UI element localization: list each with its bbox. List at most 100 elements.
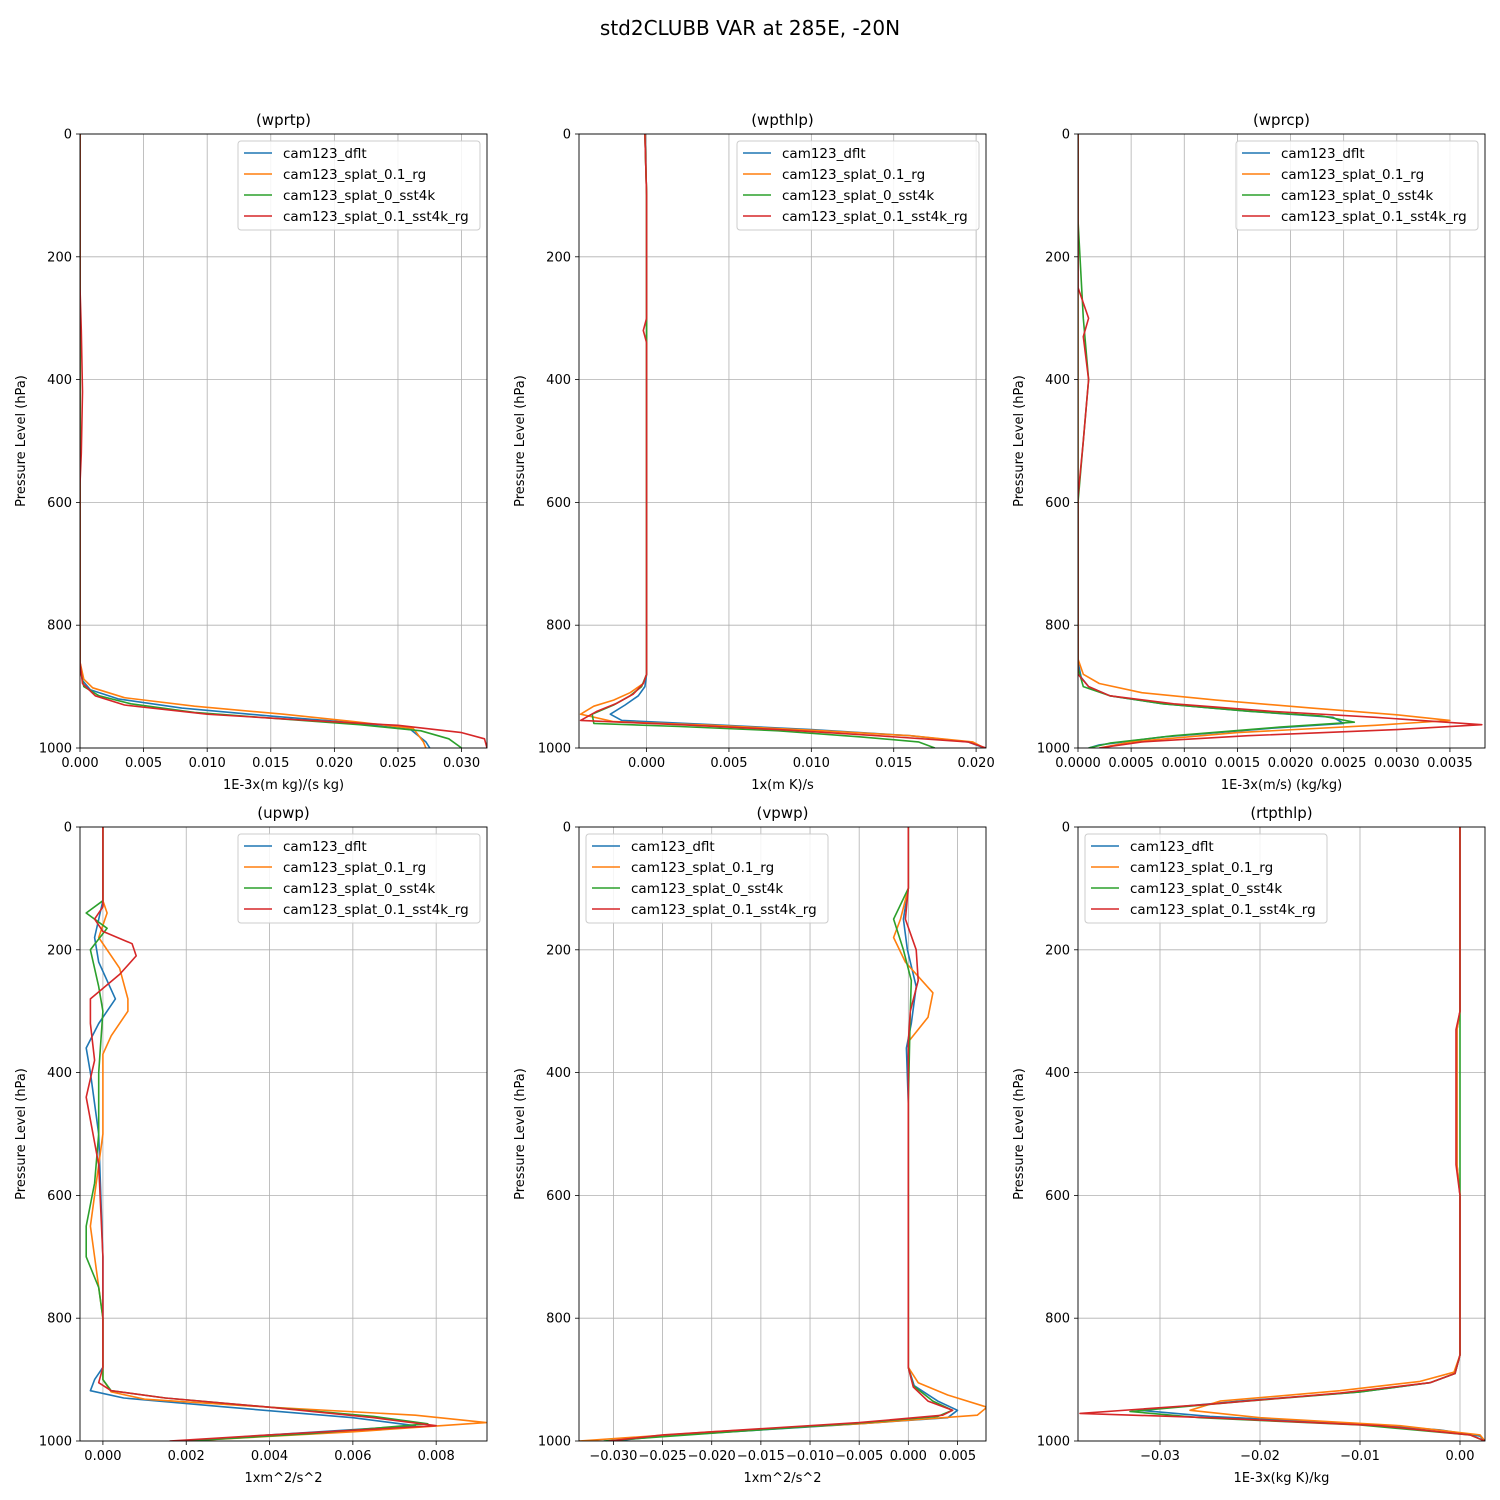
legend-entry: cam123_splat_0.1_rg [782, 167, 925, 183]
subplot-title: (rtpthlp) [1250, 804, 1312, 822]
legend-box [585, 833, 829, 924]
y-tick-label: 600 [546, 1189, 571, 1204]
y-tick-label: 200 [1045, 250, 1070, 265]
x-tick-label: 0.015 [875, 756, 912, 771]
plot-frame [578, 133, 987, 749]
x-tick-label: 0.030 [443, 756, 480, 771]
y-tick-label: 600 [47, 496, 72, 511]
x-tick-label: 0.025 [379, 756, 416, 771]
legend-entry: cam123_dflt [631, 839, 715, 855]
x-tick-label: 0.000 [890, 1449, 927, 1464]
x-tick-label: 0.002 [168, 1449, 205, 1464]
x-tick-label: 0.0015 [1215, 756, 1261, 771]
x-axis-label: 1E-3x(m kg)/(s kg) [223, 778, 344, 793]
legend: cam123_dflt cam123_splat_0.1_rg cam123_spl… [585, 833, 829, 924]
x-tick-label: 0.0005 [1108, 756, 1154, 771]
y-axis-label: Pressure Level (hPa) [1012, 1068, 1027, 1200]
series-line-cam123_splat_0.1_rg [1189, 827, 1485, 1441]
x-tick-label: −0.005 [835, 1449, 883, 1464]
x-tick-label: −0.020 [688, 1449, 736, 1464]
x-tick-label: 0.008 [418, 1449, 455, 1464]
y-tick-label: 200 [546, 943, 571, 958]
legend-entry: cam123_dflt [283, 839, 367, 855]
y-tick-label: 0 [563, 128, 571, 143]
figure-title: std2CLUBB VAR at 285E, -20N [599, 16, 901, 40]
subplot-title: (vpwp) [757, 804, 809, 822]
series-line-cam123_splat_0.1_sst4k_rg [608, 827, 954, 1441]
subplot-title: (wprcp) [1253, 111, 1310, 129]
legend-entry: cam123_splat_0_sst4k [1281, 188, 1433, 204]
x-tick-label: −0.025 [639, 1449, 687, 1464]
series-line-cam123_splat_0.1_sst4k_rg [80, 134, 487, 748]
x-tick-label: −0.03 [1140, 1449, 1180, 1464]
y-tick-label: 800 [1045, 1312, 1070, 1327]
x-tick-label: −0.015 [737, 1449, 785, 1464]
y-tick-label: 1000 [39, 742, 72, 757]
y-tick-label: 0 [64, 128, 72, 143]
x-tick-label: 0.0000 [1055, 756, 1101, 771]
y-tick-label: 600 [1045, 1189, 1070, 1204]
x-tick-label: 0.0030 [1374, 756, 1420, 771]
x-tick-label: 0.020 [316, 756, 353, 771]
legend: cam123_dflt cam123_splat_0.1_rg cam123_spl… [736, 140, 980, 231]
y-tick-label: 0 [64, 821, 72, 836]
series-line-cam123_splat_0.1_sst4k_rg [85, 827, 437, 1441]
legend-entry: cam123_splat_0_sst4k [631, 881, 783, 897]
y-tick-label: 400 [1045, 373, 1070, 388]
series-line-cam123_splat_0.1_sst4k_rg [1078, 134, 1483, 748]
subplot-wprtp: 0.000 0.005 0.010 0.015 0.020 0.025 0.030 0 200 4… [14, 111, 488, 793]
x-tick-label: −0.02 [1240, 1449, 1280, 1464]
x-tick-label: 0.000 [84, 1449, 121, 1464]
x-tick-label: 0.000 [61, 756, 98, 771]
y-tick-label: 800 [47, 1312, 72, 1327]
x-tick-label: 0.0010 [1162, 756, 1208, 771]
x-tick-label: 0.010 [793, 756, 830, 771]
legend-entry: cam123_splat_0.1_sst4k_rg [1130, 902, 1316, 918]
y-tick-label: 1000 [1037, 1435, 1070, 1450]
legend: cam123_dflt cam123_splat_0.1_rg cam123_spl… [237, 833, 481, 924]
y-axis-label: Pressure Level (hPa) [14, 1068, 29, 1200]
series-line-cam123_splat_0_sst4k [80, 134, 463, 748]
y-tick-label: 0 [1062, 821, 1070, 836]
legend-box [1084, 833, 1328, 924]
legend: cam123_dflt cam123_splat_0.1_rg cam123_spl… [237, 140, 481, 231]
legend-entry: cam123_splat_0_sst4k [283, 188, 435, 204]
x-axis-label: 1xm^2/s^2 [244, 1471, 322, 1486]
y-axis-label: Pressure Level (hPa) [513, 1068, 528, 1200]
plot-frame [1077, 133, 1486, 749]
y-tick-label: 400 [47, 1066, 72, 1081]
y-axis-label: Pressure Level (hPa) [14, 375, 29, 507]
x-tick-label: 0.005 [939, 1449, 976, 1464]
legend-entry: cam123_splat_0_sst4k [1130, 881, 1282, 897]
y-tick-label: 1000 [39, 1435, 72, 1450]
y-tick-label: 600 [546, 496, 571, 511]
subplot-title: (wprtp) [256, 111, 311, 129]
x-axis-label: 1x(m K)/s [751, 778, 814, 793]
series-line-cam123_splat_0.1_rg [1078, 134, 1451, 748]
legend-entry: cam123_splat_0.1_sst4k_rg [283, 209, 469, 225]
series-line-cam123_splat_0.1_sst4k_rg [579, 134, 986, 748]
plot-frame [79, 826, 488, 1442]
y-axis-label: Pressure Level (hPa) [1012, 375, 1027, 507]
legend-entry: cam123_splat_0.1_sst4k_rg [283, 902, 469, 918]
x-tick-label: 0.0025 [1321, 756, 1367, 771]
y-tick-label: 200 [47, 943, 72, 958]
legend-entry: cam123_splat_0.1_sst4k_rg [1281, 209, 1467, 225]
subplot-title: (wpthlp) [751, 111, 814, 129]
legend-entry: cam123_splat_0_sst4k [283, 881, 435, 897]
legend: cam123_dflt cam123_splat_0.1_rg cam123_spl… [1235, 140, 1479, 231]
x-axis-label: 1E-3x(kg K)/kg [1234, 1471, 1330, 1486]
legend-entry: cam123_dflt [283, 146, 367, 162]
plot-frame [79, 133, 488, 749]
x-tick-label: 0.000 [628, 756, 665, 771]
legend-entry: cam123_splat_0.1_rg [1130, 860, 1273, 876]
subplot-upwp: 0.000 0.002 0.004 0.006 0.008 0 200 400 600 800 10… [14, 804, 488, 1486]
subplot-title: (upwp) [257, 804, 310, 822]
legend-box [736, 140, 980, 231]
plot-frame [1077, 826, 1486, 1442]
x-tick-label: 0.004 [251, 1449, 288, 1464]
x-tick-label: 0.005 [125, 756, 162, 771]
y-tick-label: 1000 [538, 1435, 571, 1450]
y-tick-label: 200 [47, 250, 72, 265]
